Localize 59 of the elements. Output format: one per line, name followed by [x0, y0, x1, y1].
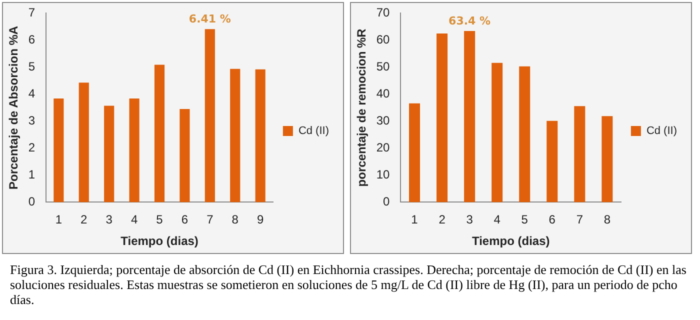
- y-tick-label: 0: [383, 194, 390, 209]
- x-tick-label: 2: [438, 212, 446, 227]
- x-tick-label: 8: [232, 212, 239, 227]
- y-tick-label: 30: [376, 114, 390, 128]
- y-tick-label: 50: [376, 60, 390, 74]
- x-tick-label: 6: [548, 212, 556, 227]
- x-tick-label: 7: [206, 212, 214, 227]
- y-tick-label: 4: [28, 86, 36, 101]
- y-axis-title: Porcentaje de Absorcion %A: [6, 26, 21, 190]
- bar: [492, 62, 503, 202]
- x-tick-label: 1: [411, 212, 418, 227]
- x-tick-label: 5: [521, 212, 528, 227]
- x-axis-title: Tiempo (dias): [472, 234, 550, 248]
- bar: [436, 33, 448, 202]
- x-tick-label: 5: [156, 212, 164, 227]
- bar: [602, 116, 613, 202]
- y-tick-label: 40: [376, 86, 390, 101]
- y-tick-label: 10: [376, 168, 390, 182]
- y-tick-label: 2: [28, 140, 36, 155]
- bar: [546, 120, 558, 202]
- data-label: 63.4 %: [448, 14, 491, 28]
- y-tick-label: 5: [28, 60, 36, 74]
- bar: [104, 106, 114, 202]
- bar: [409, 103, 420, 202]
- bar: [154, 64, 165, 202]
- y-tick-label: 3: [28, 114, 36, 128]
- x-tick-label: 3: [106, 212, 113, 227]
- bar: [230, 68, 240, 202]
- legend-label: Cd (II): [646, 125, 678, 138]
- bar: [180, 109, 190, 202]
- y-tick-label: 7: [28, 6, 36, 20]
- y-tick-label: 70: [376, 6, 390, 20]
- y-tick-label: 0: [28, 194, 36, 209]
- bar: [255, 69, 266, 202]
- x-tick-label: 2: [80, 212, 88, 227]
- bar: [519, 66, 530, 202]
- y-tick-label: 20: [376, 140, 390, 155]
- y-tick-label: 6: [28, 32, 36, 47]
- bar: [204, 29, 215, 202]
- y-tick-label: 1: [28, 168, 36, 182]
- y-tick-label: 60: [376, 32, 390, 47]
- data-label: 6.41 %: [188, 12, 231, 26]
- x-tick-label: 1: [55, 212, 62, 227]
- x-tick-label: 9: [256, 212, 264, 227]
- text: Figura 3. Izquierda; porcentaje de absorción de Cd (II) en Eichhornia crassipes. Derecha; porcentaje de remoción de Cd (II) en las soluciones residuales. Estas muestras se sometieron en soluciones de 5 mg/L de Cd (II) libre de Hg (II), para un periodo de pcho días.: [10, 262, 688, 307]
- x-tick-label: 7: [576, 212, 584, 227]
- x-tick-label: 4: [130, 212, 138, 227]
- bar: [78, 82, 89, 202]
- bar: [464, 31, 476, 202]
- legend-label: Cd (II): [298, 125, 330, 138]
- x-axis-title: Tiempo (dias): [120, 234, 198, 248]
- x-tick-label: 8: [604, 212, 611, 227]
- bar: [574, 106, 586, 202]
- y-axis-title: porcentaje de remocion %R: [354, 28, 369, 187]
- x-tick-label: 3: [466, 212, 474, 227]
- x-tick-label: 4: [494, 212, 501, 227]
- x-tick-label: 6: [181, 212, 188, 227]
- bar: [54, 98, 64, 202]
- bar: [129, 98, 140, 202]
